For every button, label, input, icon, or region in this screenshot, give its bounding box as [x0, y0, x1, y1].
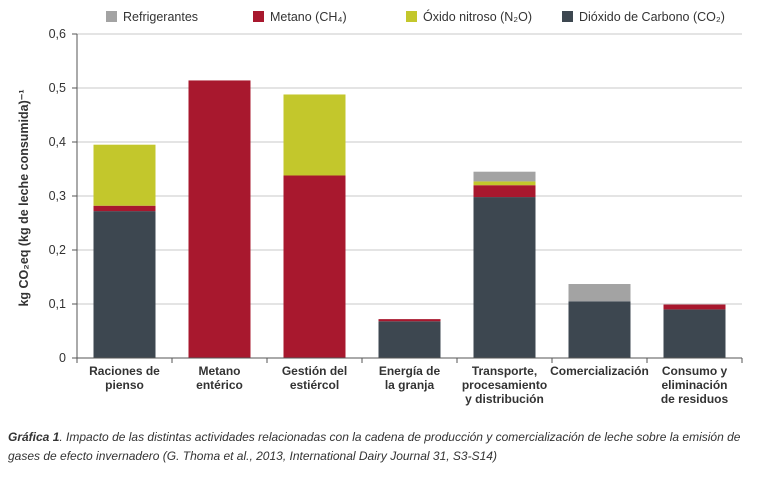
y-tick-label: 0,5: [49, 81, 66, 95]
x-category-label: Consumo y eliminación de residuos: [661, 364, 729, 406]
x-category-label: Metano entérico: [196, 364, 243, 392]
x-category-label: Raciones de pienso: [89, 364, 160, 392]
bar-segment: [188, 80, 251, 358]
caption-text: . Impacto de las distintas actividades r…: [8, 430, 741, 463]
bar-segment: [93, 205, 156, 212]
bar-segment: [568, 284, 631, 302]
legend-label: Óxido nitroso (N₂O): [423, 9, 532, 24]
legend-label: Refrigerantes: [123, 10, 198, 24]
y-tick-labels: 0 0,1 0,2 0,3 0,4 0,5 0,6: [49, 27, 66, 365]
x-category-label: Gestión del estiércol: [282, 364, 347, 392]
bar-segment: [473, 185, 536, 198]
x-category-labels: Raciones de pienso Metano entérico Gestión d…: [89, 364, 728, 406]
figure-caption: Gráfica 1. Impacto de las distintas acti…: [8, 428, 764, 466]
y-axis-label: kg CO₂eq (kg de leche consumida)⁻¹: [17, 89, 31, 306]
y-tick-label: 0,1: [49, 297, 66, 311]
bar-segment: [473, 171, 536, 182]
bar-segment: [283, 94, 346, 176]
bar-segment: [473, 197, 536, 358]
legend-swatch: [406, 11, 417, 22]
stacked-bar-chart: Refrigerantes Metano (CH₄) Óxido nitroso (…: [17, 9, 743, 406]
legend-label: Dióxido de Carbono (CO₂): [579, 10, 725, 24]
x-category-label: Comercialización: [550, 364, 649, 378]
legend-swatch: [562, 11, 573, 22]
bar-segment: [93, 144, 156, 206]
bar-segment: [378, 321, 441, 358]
legend: Refrigerantes Metano (CH₄) Óxido nitroso (…: [106, 9, 725, 24]
legend-label: Metano (CH₄): [270, 10, 347, 24]
bar-segment: [93, 211, 156, 358]
legend-swatch: [253, 11, 264, 22]
bar-segment: [283, 175, 346, 358]
y-tick-label: 0,6: [49, 27, 66, 41]
bar-segment: [568, 301, 631, 358]
y-tick-label: 0,2: [49, 243, 66, 257]
y-tick-label: 0,3: [49, 189, 66, 203]
bar-segment: [663, 304, 726, 310]
bar-segment: [663, 309, 726, 358]
y-tick-label: 0,4: [49, 135, 66, 149]
bars: [93, 80, 726, 358]
y-tick-label: 0: [59, 351, 66, 365]
bar-segment: [378, 319, 441, 322]
caption-label: Gráfica 1: [8, 430, 60, 444]
x-category-label: Transporte, procesamiento y distribución: [462, 364, 547, 406]
bar-segment: [473, 181, 536, 186]
legend-swatch: [106, 11, 117, 22]
axes: [72, 33, 743, 363]
grid-lines: [77, 33, 742, 305]
x-category-label: Energía de la granja: [379, 364, 441, 392]
